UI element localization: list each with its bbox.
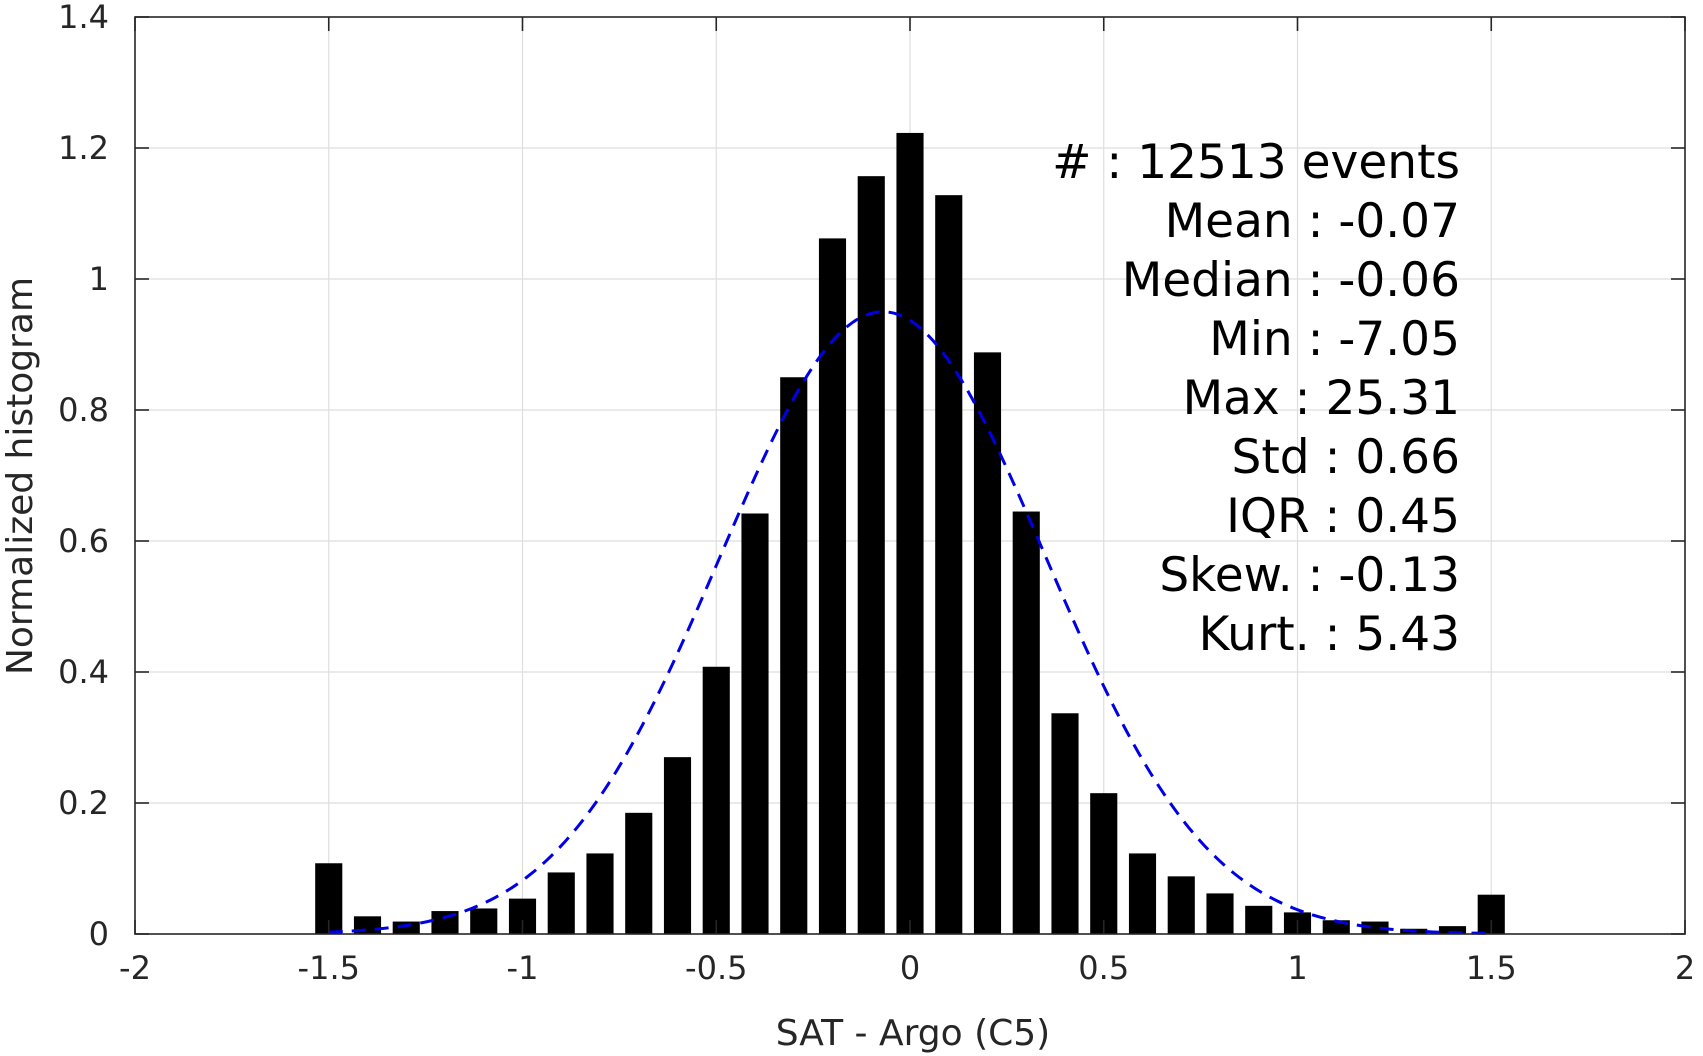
y-tick-label: 1.2 — [58, 129, 109, 167]
x-tick-label: 0 — [900, 949, 920, 987]
fit-curve-line — [328, 310, 1492, 935]
axes-frame — [134, 16, 1686, 935]
histogram-bar — [470, 908, 498, 934]
histogram-bars — [315, 132, 1505, 935]
histogram-bar — [1012, 511, 1040, 934]
x-tick-label: 0.5 — [1078, 949, 1129, 987]
histogram-bar — [625, 812, 653, 934]
x-axis-label: SAT - Argo (C5) — [776, 1013, 1050, 1054]
x-tick-label: -0.5 — [685, 949, 747, 987]
histogram-bar — [547, 872, 575, 934]
x-tick-label: 1.5 — [1466, 949, 1517, 987]
histogram-bar — [392, 921, 420, 934]
y-tick-label: 0.2 — [58, 784, 109, 822]
stat-line: Min : -7.05 — [1209, 312, 1460, 367]
plot-frame — [134, 16, 1686, 935]
stat-line: Skew. : -0.13 — [1159, 548, 1460, 603]
histogram-bar — [973, 352, 1002, 934]
y-tick-label: 1.4 — [58, 0, 109, 36]
histogram-bar — [1090, 793, 1118, 934]
histogram-bar — [663, 757, 692, 934]
histogram-bar — [702, 666, 730, 934]
stat-line: Mean : -0.07 — [1165, 194, 1460, 249]
y-tick-label: 0.6 — [58, 522, 109, 560]
y-tick-label: 0.8 — [58, 391, 109, 429]
histogram-bar — [935, 195, 963, 934]
y-tick-labels: 0 0.2 0.4 0.6 0.8 1 1.2 1.4 — [58, 0, 109, 953]
histogram-bar — [586, 853, 614, 934]
histogram-bar — [857, 176, 885, 935]
histogram-bar — [1438, 926, 1467, 934]
x-tick-labels: -2 -1.5 -1 -0.5 0 0.5 1 1.5 2 — [119, 949, 1695, 987]
y-axis-label: Normalized histogram — [0, 277, 41, 675]
x-tick-label: -2 — [119, 949, 151, 987]
stat-line: # : 12513 events — [1052, 135, 1460, 190]
x-tick-label: 2 — [1675, 949, 1695, 987]
x-tick-label: -1.5 — [298, 949, 360, 987]
stat-line: Median : -0.06 — [1122, 253, 1460, 308]
y-tick-label: 1 — [89, 260, 109, 298]
histogram-bar — [1167, 876, 1195, 934]
x-tick-label: -1 — [507, 949, 539, 987]
histogram-bar — [780, 377, 808, 934]
y-tick-label: 0.4 — [58, 653, 109, 691]
x-tick-label: 1 — [1287, 949, 1307, 987]
histogram-bar — [1128, 853, 1157, 934]
stat-line: Kurt. : 5.43 — [1199, 607, 1460, 662]
y-tick-label: 0 — [89, 915, 109, 953]
histogram-bar — [741, 513, 769, 934]
stat-line: Max : 25.31 — [1183, 371, 1460, 426]
histogram-bar — [896, 132, 924, 934]
gaussian-fit — [328, 310, 1492, 935]
histogram-bar — [1051, 713, 1079, 934]
histogram-bar — [1361, 921, 1389, 934]
stat-line: Std : 0.66 — [1232, 430, 1460, 485]
stat-line: IQR : 0.45 — [1226, 489, 1460, 544]
histogram-bar — [1206, 893, 1234, 934]
histogram-bar — [1245, 905, 1273, 934]
